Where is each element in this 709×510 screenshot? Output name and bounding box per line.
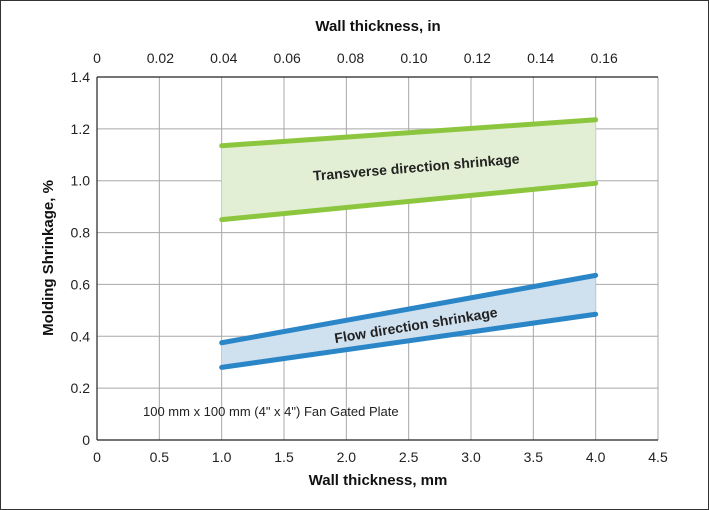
x-tick-label: 4.5 [648, 449, 668, 465]
x-top-tick-label: 0.12 [464, 50, 491, 66]
y-axis-title: Molding Shrinkage, % [40, 180, 57, 336]
y-tick-label: 0 [82, 432, 90, 448]
x-tick-label: 0.5 [150, 449, 170, 465]
plate-annotation: 100 mm x 100 mm (4" x 4") Fan Gated Plat… [143, 404, 399, 419]
band-fill-0 [221, 119, 596, 220]
y-tick-label: 0.2 [71, 380, 91, 396]
x-top-tick-label: 0.14 [527, 50, 554, 66]
band-upper-line-0 [219, 117, 599, 149]
x-top-tick-label: 0.06 [274, 50, 301, 66]
y-tick-label: 1.2 [71, 121, 91, 137]
x-tick-label: 4.0 [586, 449, 606, 465]
x-tick-label: 3.0 [461, 449, 481, 465]
x-top-tick-label: 0.04 [210, 50, 237, 66]
band-fill-1 [221, 275, 596, 368]
x-tick-label: 3.5 [524, 449, 544, 465]
x-tick-label: 1.5 [274, 449, 294, 465]
y-tick-label: 1.4 [71, 69, 91, 85]
y-tick-label: 1.0 [71, 173, 91, 189]
x-top-tick-label: 0.08 [337, 50, 364, 66]
top-axis-title: Wall thickness, in [315, 18, 440, 35]
band-upper-line-1 [219, 272, 599, 346]
x-tick-label: 2.0 [337, 449, 357, 465]
x-top-tick-label: 0.16 [590, 50, 617, 66]
y-tick-label: 0.4 [71, 328, 91, 344]
x-top-tick-label: 0 [93, 50, 101, 66]
x-top-tick-label: 0.10 [400, 50, 427, 66]
tick-labels: 0 0.5 1.0 1.5 2.0 2.5 3.0 3.5 4.0 4.5 0 0.2 0.4 0.6 0.… [71, 50, 668, 465]
axes [96, 76, 658, 441]
x-top-tick-label: 0.02 [147, 50, 174, 66]
band-lower-line-1 [219, 311, 599, 370]
y-tick-label: 0.6 [71, 276, 91, 292]
x-tick-label: 1.0 [212, 449, 232, 465]
x-tick-label: 2.5 [399, 449, 419, 465]
y-tick-label: 0.8 [71, 225, 91, 241]
x-tick-label: 0 [93, 449, 101, 465]
bottom-axis-title: Wall thickness, mm [309, 472, 448, 489]
band-lower-line-0 [219, 180, 599, 223]
